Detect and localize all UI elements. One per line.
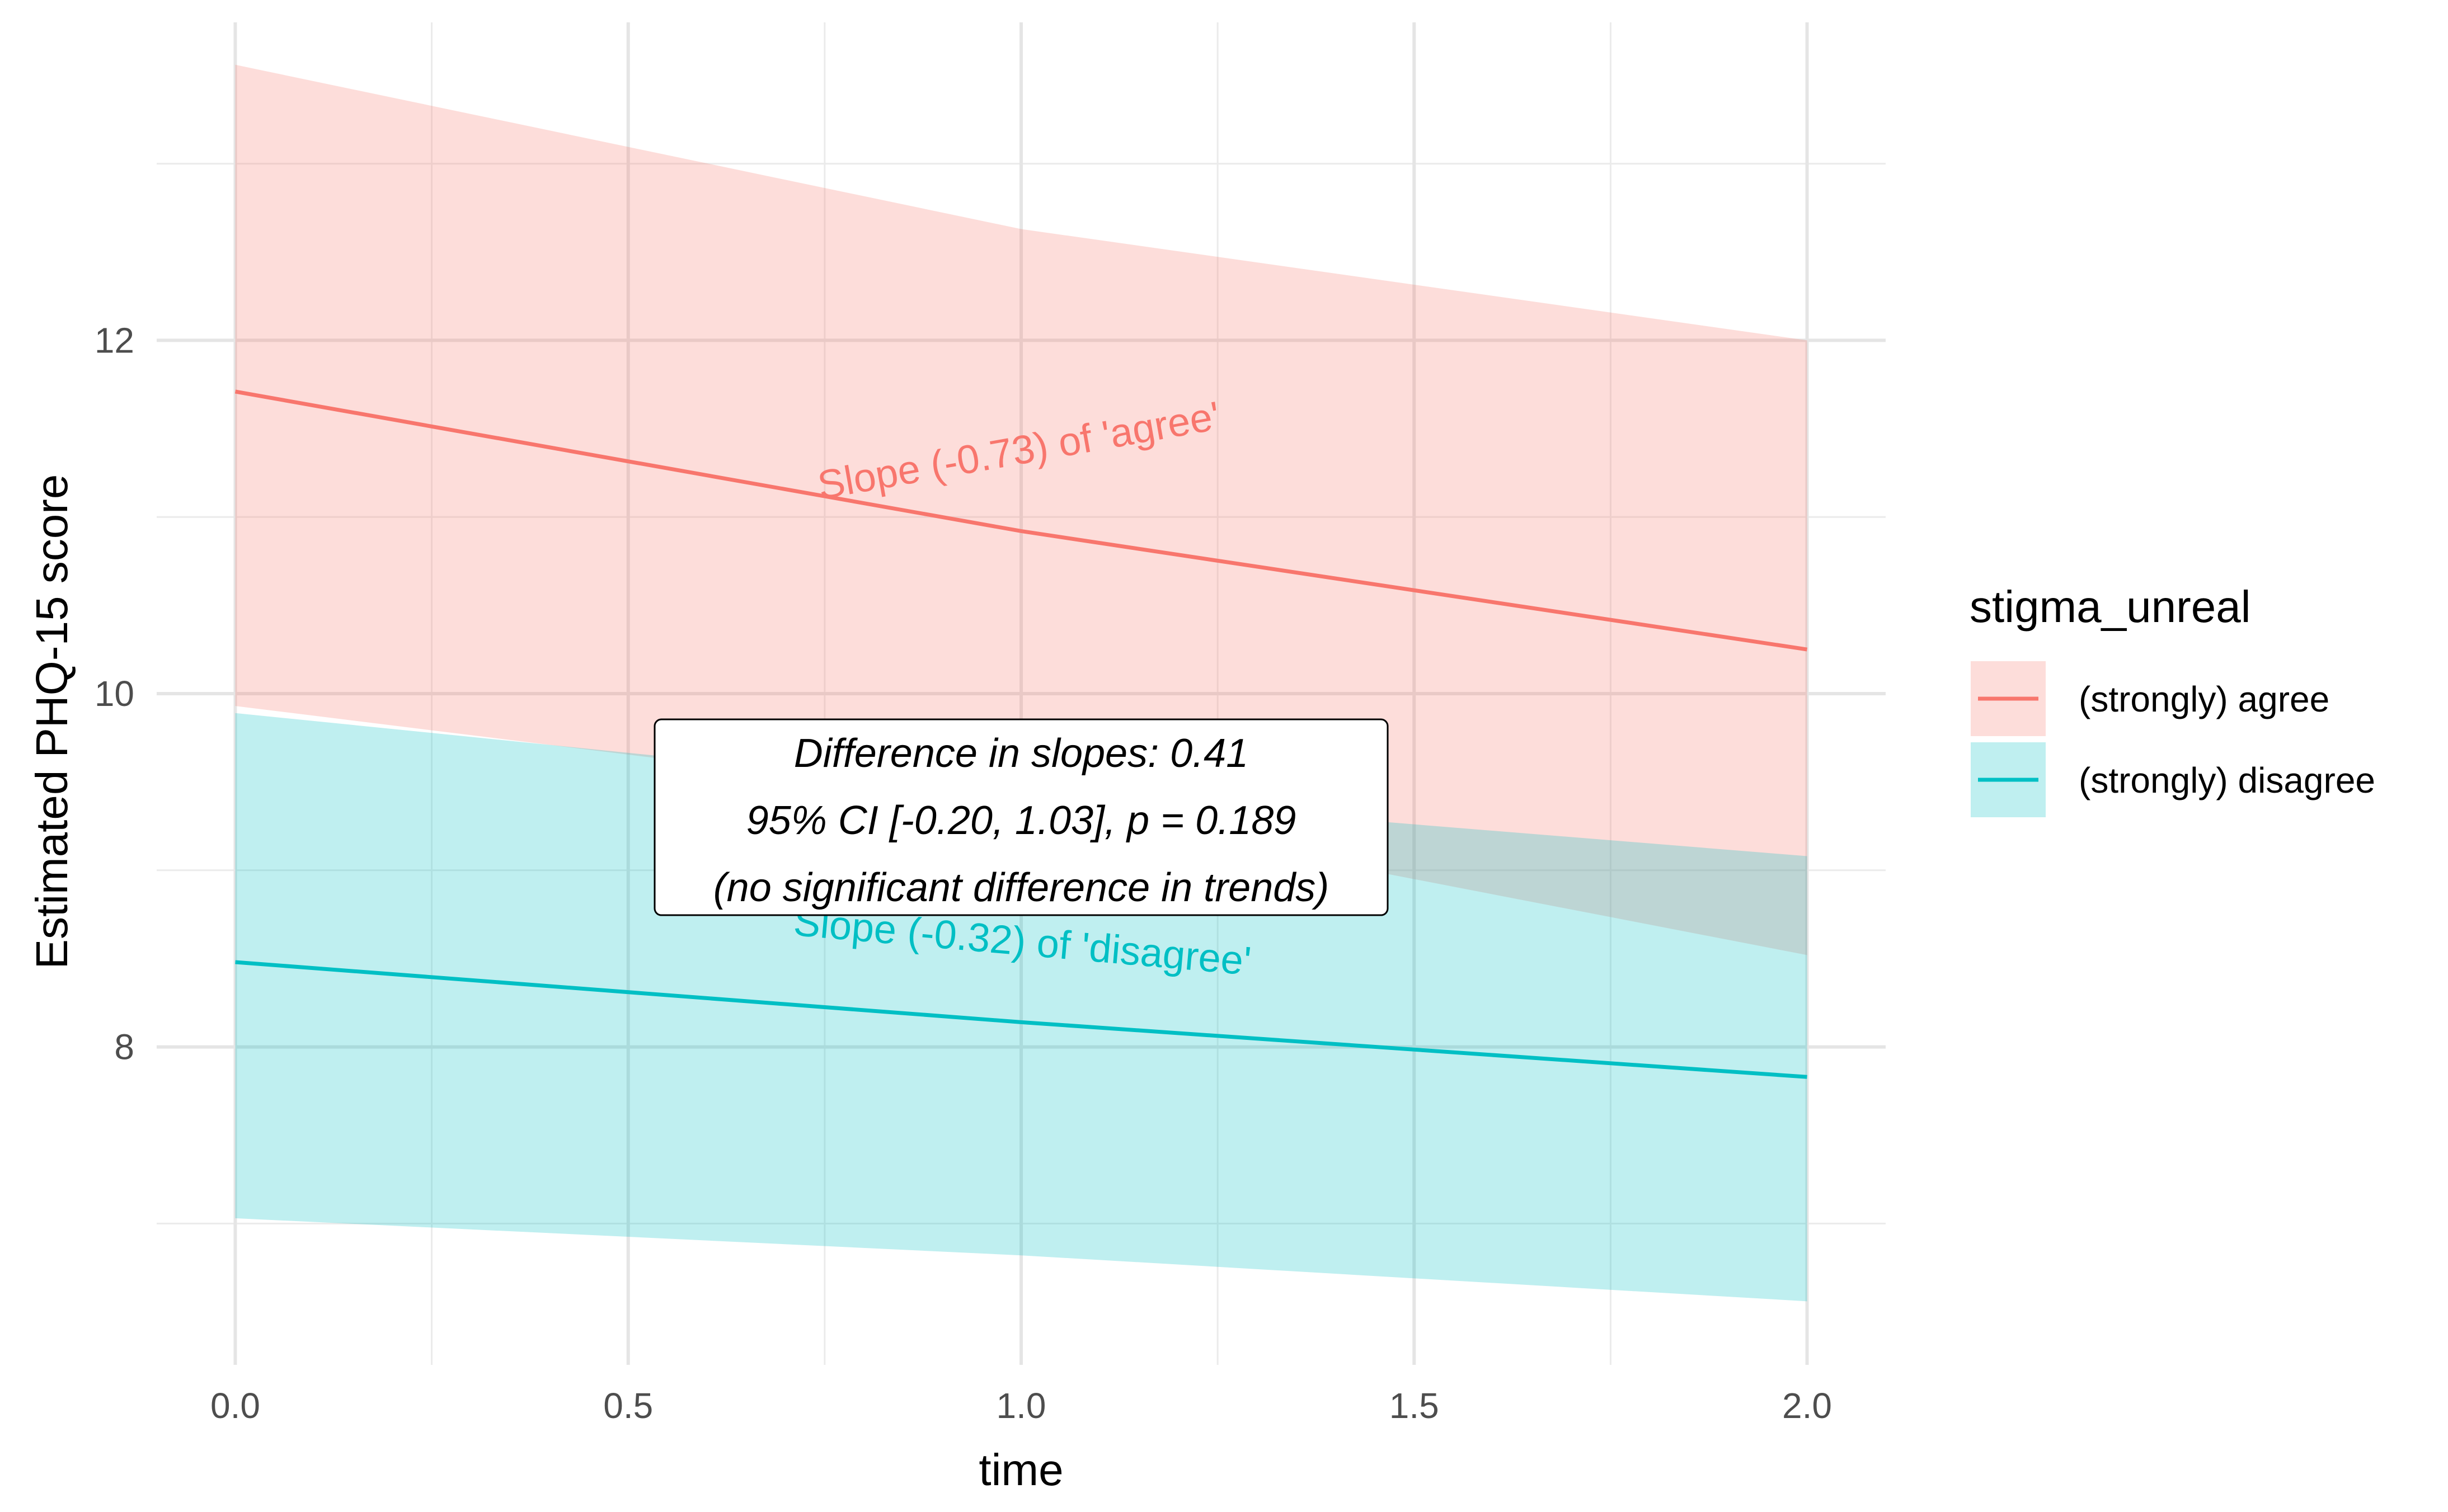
y-axis-title: Estimated PHQ-15 score xyxy=(27,474,77,969)
legend-label-disagree: (strongly) disagree xyxy=(2079,760,2375,800)
x-tick-label: 2.0 xyxy=(1782,1386,1832,1426)
x-tick-label: 0.0 xyxy=(210,1386,260,1426)
y-tick-label: 12 xyxy=(95,320,134,360)
tick-layer: 0.0 0.5 1.0 1.5 2.0 8 10 12 xyxy=(95,320,1832,1426)
x-axis-title: time xyxy=(979,1445,1063,1495)
ci-band-agree xyxy=(235,64,1807,955)
trend-line-disagree xyxy=(235,960,1807,1079)
legend: stigma_unreal (strongly) agree (strongly)… xyxy=(1970,582,2375,817)
difference-box-line: Difference in slopes: 0.41 xyxy=(794,731,1248,776)
difference-box xyxy=(654,718,1389,916)
legend-label-agree: (strongly) agree xyxy=(2079,679,2329,719)
difference-box-line: 95% CI [-0.20, 1.03], p = 0.189 xyxy=(746,798,1296,843)
trend-line-agree xyxy=(234,389,1808,652)
legend-title: stigma_unreal xyxy=(1970,582,2251,632)
band-layer xyxy=(235,64,1807,1302)
x-tick-label: 1.0 xyxy=(997,1386,1046,1426)
difference-box-line: (no significant difference in trends) xyxy=(713,865,1329,910)
x-tick-label: 0.5 xyxy=(603,1386,653,1426)
y-tick-label: 10 xyxy=(95,673,134,714)
x-tick-label: 1.5 xyxy=(1389,1386,1439,1426)
y-tick-label: 8 xyxy=(114,1027,134,1067)
line-layer xyxy=(234,389,1808,1079)
ci-band-disagree xyxy=(235,713,1807,1302)
